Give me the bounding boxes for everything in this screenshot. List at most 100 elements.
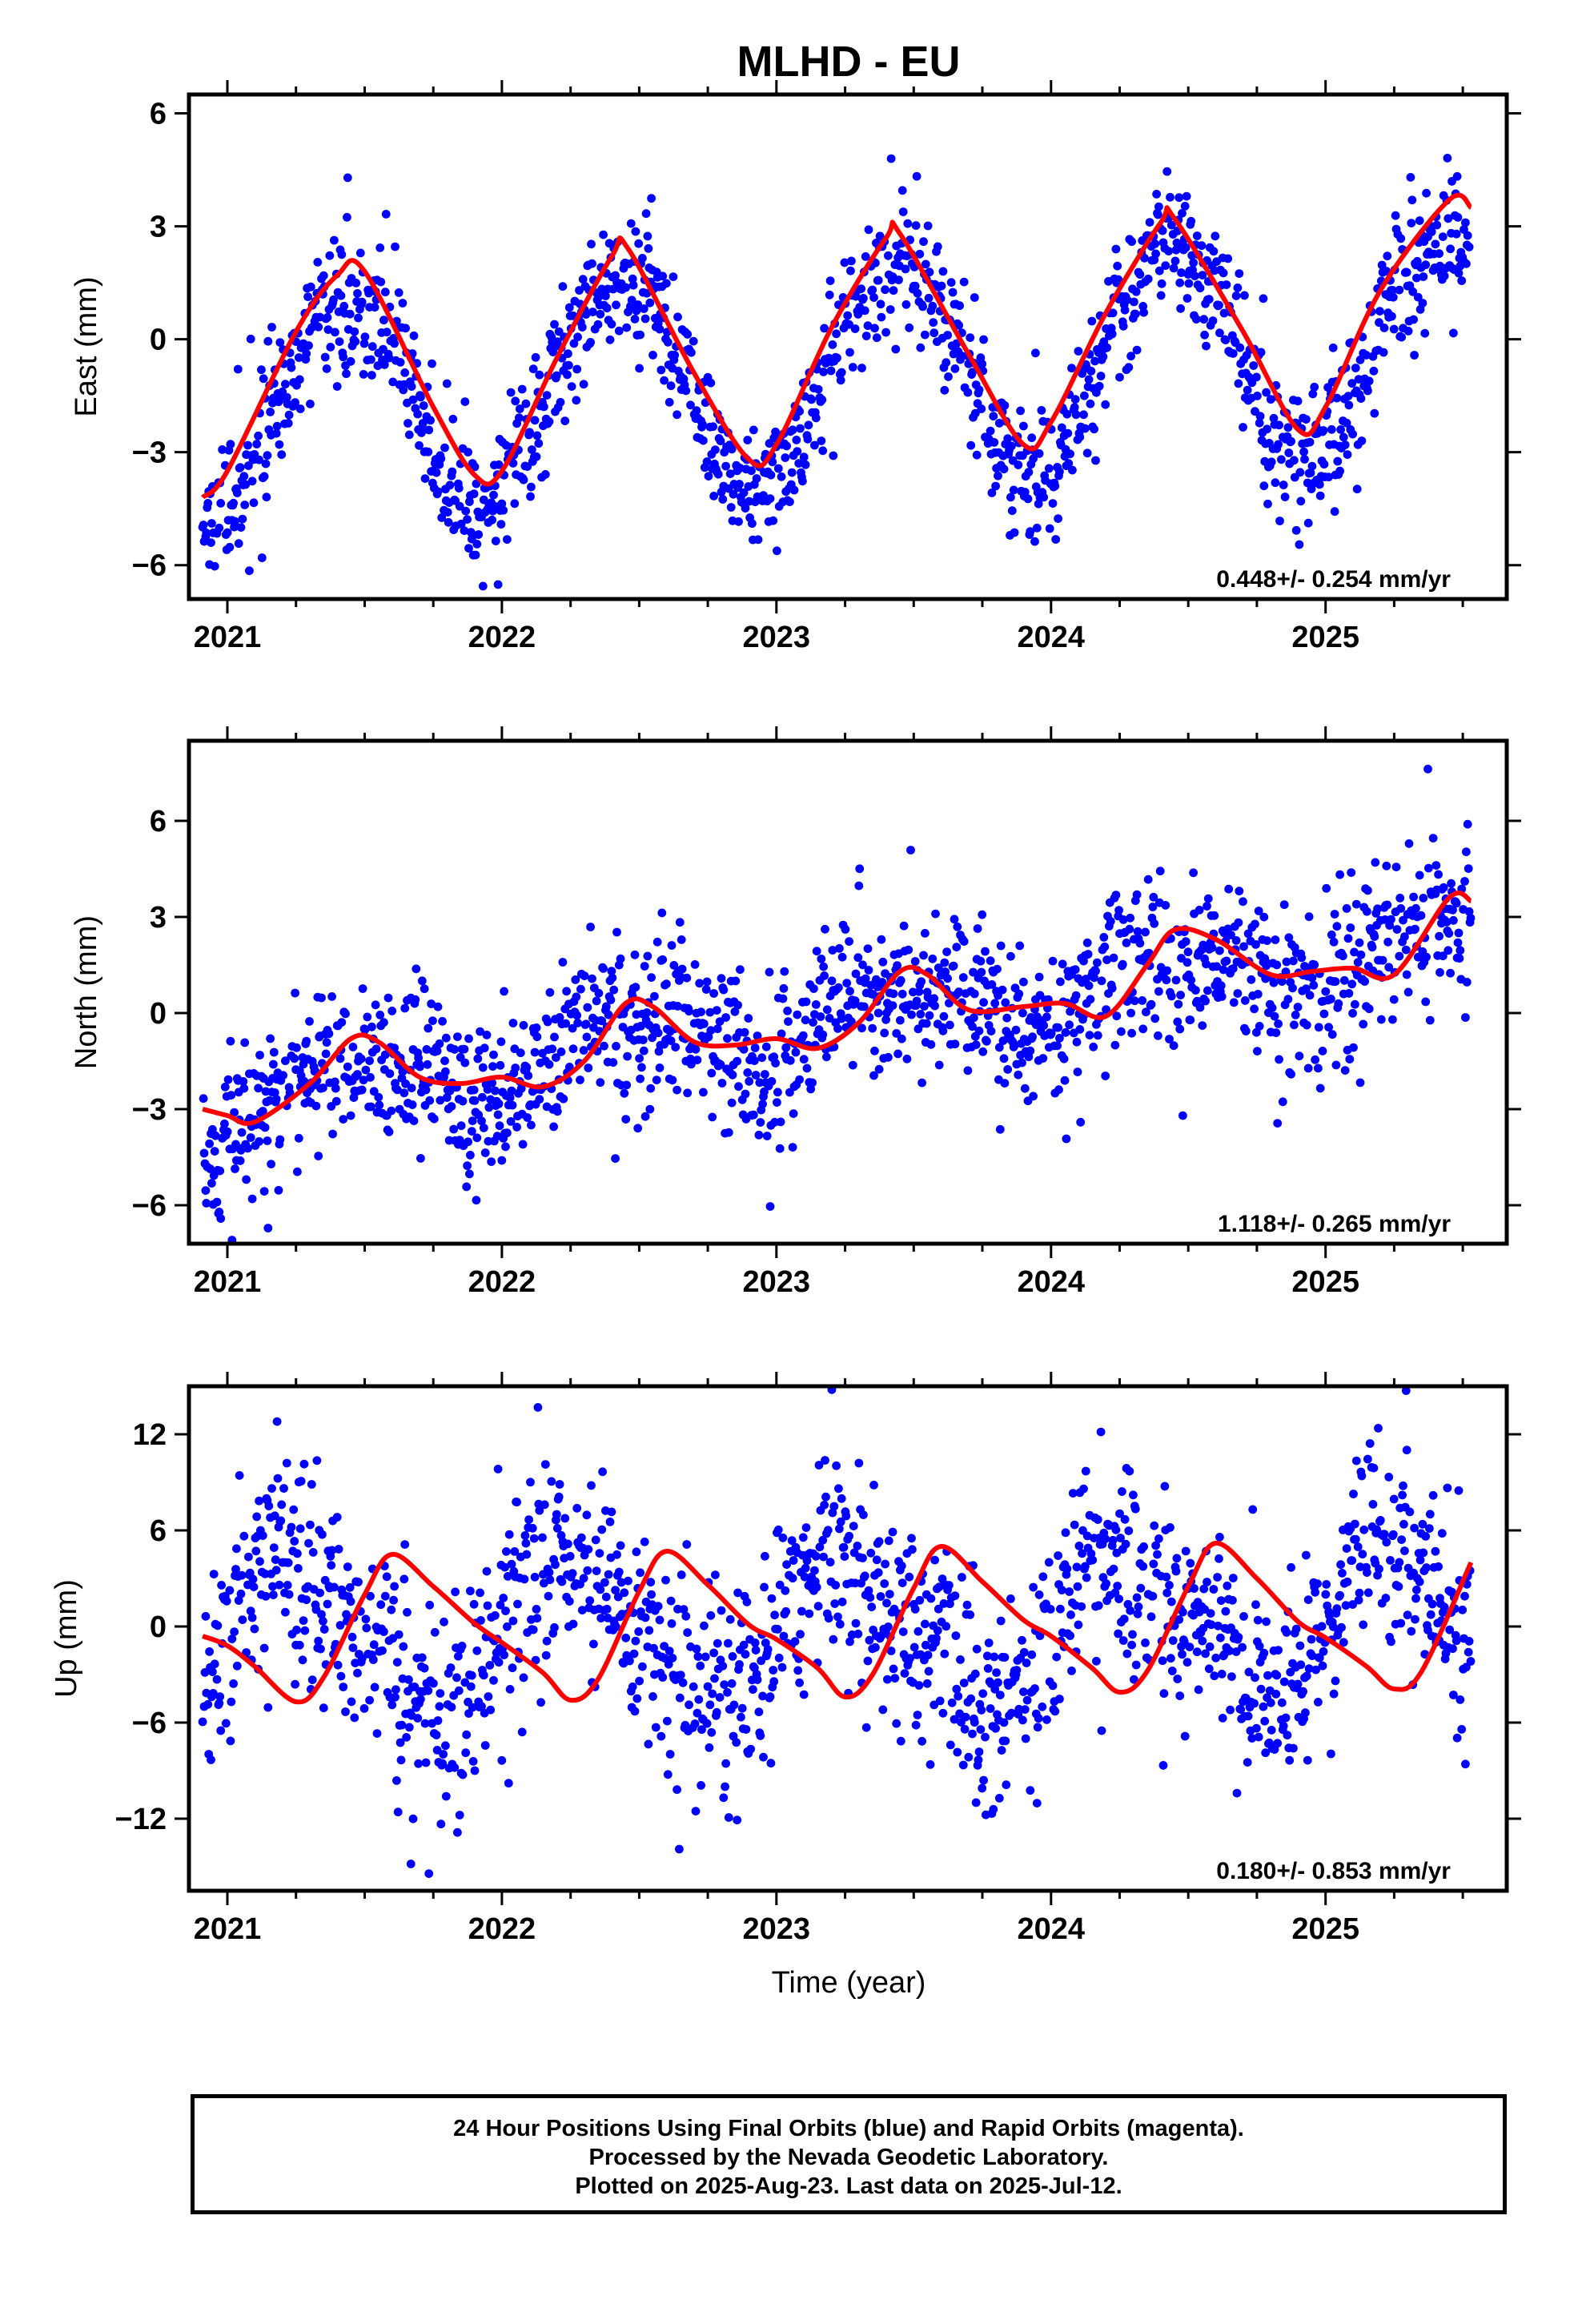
data-point (1203, 894, 1213, 903)
data-point (472, 1196, 481, 1205)
data-point (1066, 449, 1074, 459)
data-point (380, 1591, 390, 1601)
data-point (1273, 1119, 1283, 1128)
data-point (1319, 460, 1329, 469)
data-point (1351, 1534, 1360, 1544)
data-point (620, 1088, 629, 1098)
data-point (287, 1522, 296, 1532)
data-point (586, 338, 595, 347)
data-point (769, 516, 778, 525)
data-point (1456, 946, 1465, 955)
data-point (830, 1599, 840, 1608)
data-point (287, 363, 296, 372)
data-point (500, 1562, 509, 1572)
data-point (847, 256, 856, 266)
data-point (1093, 1031, 1102, 1040)
data-point (1327, 930, 1336, 939)
data-point (199, 1148, 209, 1158)
data-point (467, 1127, 476, 1136)
data-point (418, 419, 428, 428)
data-point (675, 1693, 685, 1703)
data-point (727, 444, 737, 454)
data-point (361, 1065, 371, 1075)
data-point (450, 1045, 460, 1054)
data-point (692, 406, 701, 416)
data-point (1340, 1066, 1350, 1075)
data-point (1115, 372, 1124, 382)
data-point (1061, 1528, 1070, 1538)
data-point (1054, 1023, 1062, 1032)
data-point (1003, 434, 1013, 444)
data-point (513, 1599, 522, 1609)
data-point (891, 344, 901, 354)
data-point (981, 947, 990, 956)
data-point (1037, 406, 1046, 415)
data-point (972, 1644, 982, 1654)
data-point (700, 1019, 709, 1028)
data-point (485, 1661, 495, 1670)
data-point (1302, 415, 1311, 424)
data-point (1240, 291, 1249, 300)
data-point (199, 1094, 208, 1104)
data-point (910, 1605, 920, 1614)
data-point (255, 1051, 264, 1059)
data-point (494, 1099, 504, 1108)
data-point (604, 1570, 613, 1579)
data-point (257, 365, 266, 375)
data-point (1266, 395, 1275, 404)
data-point (1074, 1620, 1083, 1630)
data-point (334, 1545, 343, 1554)
data-point (1464, 907, 1474, 916)
data-point (238, 514, 247, 524)
data-point (939, 1011, 949, 1021)
data-point (505, 1093, 515, 1103)
data-point (833, 353, 841, 363)
data-point (1215, 1533, 1224, 1542)
data-point (270, 1511, 279, 1521)
data-point (839, 1542, 849, 1552)
data-point (1224, 884, 1234, 894)
data-point (595, 1549, 604, 1558)
data-point (258, 1531, 267, 1540)
data-point (1449, 328, 1458, 338)
data-point (788, 1574, 797, 1583)
data-point (1118, 959, 1127, 969)
data-point (1235, 887, 1244, 896)
data-point (959, 1679, 969, 1687)
data-point (1057, 423, 1066, 432)
data-point (510, 1547, 520, 1556)
data-point (902, 1054, 912, 1063)
data-point (1424, 863, 1433, 873)
data-point (961, 1712, 970, 1722)
data-point (448, 414, 458, 424)
data-point (441, 1033, 451, 1043)
data-point (1195, 906, 1204, 915)
data-point (623, 1051, 632, 1061)
data-point (719, 985, 729, 995)
data-point (1203, 986, 1212, 995)
data-point (711, 445, 720, 454)
data-point (1054, 514, 1062, 523)
data-point (1178, 1650, 1186, 1659)
data-point (528, 364, 538, 374)
data-point (968, 368, 977, 377)
data-point (1150, 239, 1160, 248)
up-y-axis-label: Up (mm) (50, 1579, 83, 1698)
data-point (812, 947, 821, 956)
data-point (869, 1071, 878, 1080)
data-point (512, 1123, 521, 1132)
data-point (1085, 1031, 1094, 1039)
data-point (665, 1750, 675, 1759)
data-point (1111, 1525, 1121, 1534)
data-point (1391, 862, 1401, 871)
data-point (565, 1551, 575, 1561)
data-point (1407, 195, 1417, 205)
data-point (607, 967, 616, 975)
data-point (1431, 239, 1440, 249)
data-point (1215, 946, 1224, 955)
data-point (504, 1779, 513, 1788)
data-point (1219, 268, 1228, 278)
data-point (1065, 1020, 1074, 1030)
data-point (1363, 907, 1371, 916)
data-point (552, 371, 561, 380)
